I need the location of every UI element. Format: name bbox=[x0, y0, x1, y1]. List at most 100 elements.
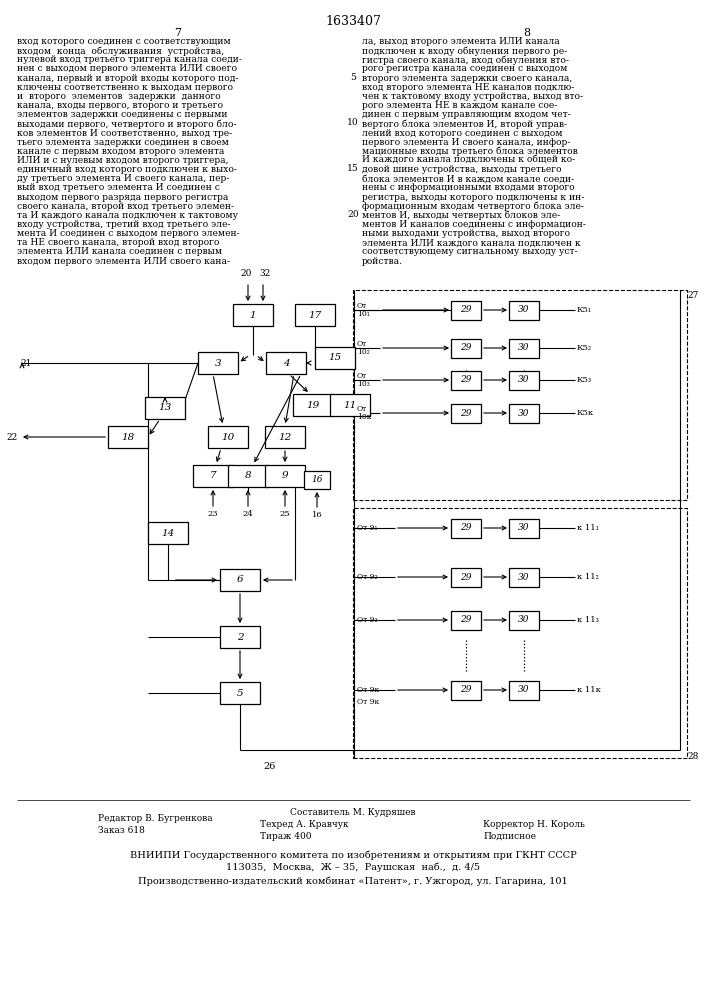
Text: ду третьего элемента И своего канала, пер-: ду третьего элемента И своего канала, пе… bbox=[17, 174, 229, 183]
Bar bbox=[265, 465, 305, 487]
Text: От 9₁: От 9₁ bbox=[357, 524, 378, 532]
Bar bbox=[509, 518, 539, 538]
Text: 12: 12 bbox=[279, 432, 291, 442]
Text: 9: 9 bbox=[281, 472, 288, 481]
Text: От 9₂: От 9₂ bbox=[357, 573, 378, 581]
Text: 20: 20 bbox=[347, 210, 359, 219]
Text: 27: 27 bbox=[687, 291, 699, 300]
Text: гистра своего канала, вход обнуления вто-: гистра своего канала, вход обнуления вто… bbox=[362, 55, 569, 65]
Text: К5к: К5к bbox=[577, 409, 594, 417]
Text: 5: 5 bbox=[350, 73, 356, 82]
Text: лений вход которого соединен с выходом: лений вход которого соединен с выходом bbox=[362, 128, 563, 137]
Bar bbox=[220, 626, 260, 648]
Text: 18: 18 bbox=[122, 432, 134, 442]
Text: второго элемента задержки своего канала,: второго элемента задержки своего канала, bbox=[362, 74, 572, 83]
Text: И каждого канала подключены к общей ко-: И каждого канала подключены к общей ко- bbox=[362, 156, 575, 165]
Text: та НЕ своего канала, второй вход второго: та НЕ своего канала, второй вход второго bbox=[17, 238, 219, 247]
Text: нены с информационными входами второго: нены с информационными входами второго bbox=[362, 183, 575, 192]
Text: 22: 22 bbox=[7, 432, 18, 442]
Text: 29: 29 bbox=[460, 572, 472, 582]
Text: динен с первым управляющим входом чет-: динен с первым управляющим входом чет- bbox=[362, 110, 571, 119]
Text: блока элементов И в каждом канале соеди-: блока элементов И в каждом канале соеди- bbox=[362, 174, 574, 183]
Bar bbox=[295, 304, 335, 326]
Text: От 9₃: От 9₃ bbox=[357, 616, 378, 624]
Text: Подписное: Подписное bbox=[483, 832, 536, 841]
Text: нулевой вход третьего триггера канала соеди-: нулевой вход третьего триггера канала со… bbox=[17, 55, 242, 64]
Text: регистра, выходы которого подключены к ин-: регистра, выходы которого подключены к и… bbox=[362, 193, 585, 202]
Text: От 9к: От 9к bbox=[357, 686, 379, 694]
Bar bbox=[228, 465, 268, 487]
Bar bbox=[509, 610, 539, 630]
Bar bbox=[315, 347, 355, 369]
Bar bbox=[330, 394, 370, 416]
Text: соответствующему сигнальному выходу уст-: соответствующему сигнальному выходу уст- bbox=[362, 247, 578, 256]
Text: 21: 21 bbox=[20, 359, 31, 367]
Bar bbox=[451, 610, 481, 630]
Bar bbox=[451, 370, 481, 389]
Text: 6: 6 bbox=[237, 576, 243, 584]
Text: 25: 25 bbox=[280, 510, 291, 518]
Text: 15: 15 bbox=[347, 164, 359, 173]
Bar bbox=[353, 508, 687, 758]
Text: подключен к входу обнуления первого ре-: подключен к входу обнуления первого ре- bbox=[362, 46, 567, 56]
Text: 28: 28 bbox=[687, 752, 699, 761]
Text: 10₂: 10₂ bbox=[357, 348, 370, 356]
Bar bbox=[451, 518, 481, 538]
Bar bbox=[220, 682, 260, 704]
Text: К5₃: К5₃ bbox=[577, 376, 592, 384]
Text: первого элемента И своего канала, инфор-: первого элемента И своего канала, инфор- bbox=[362, 138, 571, 147]
Text: 8: 8 bbox=[245, 472, 251, 481]
Bar bbox=[451, 338, 481, 358]
Text: Составитель М. Кудряшев: Составитель М. Кудряшев bbox=[291, 808, 416, 817]
Text: и  второго  элементов  задержки  данного: и второго элементов задержки данного bbox=[17, 92, 221, 101]
Text: к 11₁: к 11₁ bbox=[577, 524, 599, 532]
Text: От: От bbox=[357, 340, 367, 348]
Text: входом первого элемента ИЛИ своего кана-: входом первого элемента ИЛИ своего кана- bbox=[17, 257, 230, 266]
Text: элементов задержки соединены с первыми: элементов задержки соединены с первыми bbox=[17, 110, 228, 119]
Text: 7: 7 bbox=[210, 472, 216, 481]
Bar bbox=[509, 370, 539, 389]
Bar bbox=[233, 304, 273, 326]
Bar bbox=[220, 569, 260, 591]
Text: канала, первый и второй входы которого под-: канала, первый и второй входы которого п… bbox=[17, 74, 238, 83]
Text: 13: 13 bbox=[158, 403, 172, 412]
Bar bbox=[208, 426, 248, 448]
Text: 29: 29 bbox=[460, 306, 472, 314]
Bar bbox=[353, 290, 687, 500]
Bar bbox=[108, 426, 148, 448]
Text: 23: 23 bbox=[208, 510, 218, 518]
Text: входу устройства, третий вход третьего эле-: входу устройства, третий вход третьего э… bbox=[17, 220, 230, 229]
Text: 30: 30 bbox=[518, 344, 530, 353]
Text: рого элемента НЕ в каждом канале сое-: рого элемента НЕ в каждом канале сое- bbox=[362, 101, 557, 110]
Text: От: От bbox=[357, 302, 367, 310]
Text: 3: 3 bbox=[215, 359, 221, 367]
Text: 26: 26 bbox=[264, 762, 276, 771]
Text: мента И соединен с выходом первого элемен-: мента И соединен с выходом первого элеме… bbox=[17, 229, 240, 238]
Text: довой шине устройства, выходы третьего: довой шине устройства, выходы третьего bbox=[362, 165, 561, 174]
Text: своего канала, второй вход третьего элемен-: своего канала, второй вход третьего элем… bbox=[17, 202, 234, 211]
Bar bbox=[509, 403, 539, 422]
Text: входом  конца  обслуживания  устройства,: входом конца обслуживания устройства, bbox=[17, 46, 224, 56]
Text: 29: 29 bbox=[460, 375, 472, 384]
Text: к 11к: к 11к bbox=[577, 686, 601, 694]
Text: 20: 20 bbox=[240, 269, 252, 278]
Text: 30: 30 bbox=[518, 524, 530, 532]
Text: чен к тактовому входу устройства, выход вто-: чен к тактовому входу устройства, выход … bbox=[362, 92, 583, 101]
Text: 30: 30 bbox=[518, 572, 530, 582]
Text: вход второго элемента НЕ каналов подклю-: вход второго элемента НЕ каналов подклю- bbox=[362, 83, 574, 92]
Text: 30: 30 bbox=[518, 306, 530, 314]
Text: 1: 1 bbox=[250, 310, 257, 320]
Text: От 9к: От 9к bbox=[357, 698, 379, 706]
Text: 16: 16 bbox=[311, 476, 323, 485]
Text: 29: 29 bbox=[460, 524, 472, 532]
Bar bbox=[293, 394, 333, 416]
Text: канала, входы первого, второго и третьего: канала, входы первого, второго и третьег… bbox=[17, 101, 223, 110]
Text: 19: 19 bbox=[306, 400, 320, 410]
Text: тьего элемента задержки соединен в своем: тьего элемента задержки соединен в своем bbox=[17, 138, 229, 147]
Bar bbox=[145, 397, 185, 419]
Text: ройства.: ройства. bbox=[362, 257, 403, 266]
Text: 7: 7 bbox=[175, 28, 182, 38]
Text: нен с выходом первого элемента ИЛИ своего: нен с выходом первого элемента ИЛИ своег… bbox=[17, 64, 237, 73]
Bar bbox=[509, 568, 539, 586]
Text: 29: 29 bbox=[460, 615, 472, 624]
